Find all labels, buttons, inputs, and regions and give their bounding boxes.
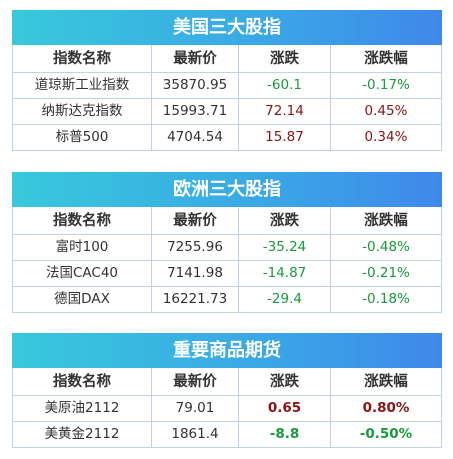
data-row: 美黄金2112 1861.4 -8.8 -0.50% (12, 422, 442, 448)
data-cell: 4704.54 (152, 125, 239, 151)
data-cell: 道琼斯工业指数 (12, 73, 152, 99)
data-cell: 0.80% (331, 396, 442, 422)
header-cell: 涨跌幅 (331, 45, 442, 73)
header-cell: 涨跌幅 (331, 368, 442, 396)
data-cell: -0.48% (331, 235, 442, 261)
data-cell: 德国DAX (12, 287, 152, 313)
data-row: 德国DAX 16221.73 -29.4 -0.18% (12, 287, 442, 313)
data-cell: -14.87 (239, 261, 331, 287)
data-cell: -35.24 (239, 235, 331, 261)
header-cell: 最新价 (152, 368, 239, 396)
header-cell: 指数名称 (12, 207, 152, 235)
header-row: 指数名称 最新价 涨跌 涨跌幅 (12, 45, 442, 73)
data-cell: 7141.98 (152, 261, 239, 287)
header-cell: 涨跌 (239, 368, 331, 396)
data-cell: 0.65 (239, 396, 331, 422)
data-cell: 法国CAC40 (12, 261, 152, 287)
header-cell: 最新价 (152, 45, 239, 73)
data-cell: -0.18% (331, 287, 442, 313)
header-cell: 指数名称 (12, 45, 152, 73)
section-title: 重要商品期货 (12, 333, 442, 368)
header-row: 指数名称 最新价 涨跌 涨跌幅 (12, 207, 442, 235)
header-cell: 涨跌 (239, 45, 331, 73)
data-row: 法国CAC40 7141.98 -14.87 -0.21% (12, 261, 442, 287)
data-cell: 7255.96 (152, 235, 239, 261)
market-section: 重要商品期货 指数名称 最新价 涨跌 涨跌幅 美原油2112 79.01 0.65 0.80% 美… (12, 333, 442, 448)
data-row: 美原油2112 79.01 0.65 0.80% (12, 396, 442, 422)
data-row: 纳斯达克指数 15993.71 72.14 0.45% (12, 99, 442, 125)
header-row: 指数名称 最新价 涨跌 涨跌幅 (12, 368, 442, 396)
data-cell: 0.45% (331, 99, 442, 125)
market-section: 美国三大股指 指数名称 最新价 涨跌 涨跌幅 道琼斯工业指数 35870.95 -60.1 -0… (12, 10, 442, 151)
header-cell: 指数名称 (12, 368, 152, 396)
data-cell: 富时100 (12, 235, 152, 261)
data-cell: 35870.95 (152, 73, 239, 99)
data-cell: 72.14 (239, 99, 331, 125)
data-cell: -8.8 (239, 422, 331, 448)
data-row: 富时100 7255.96 -35.24 -0.48% (12, 235, 442, 261)
market-section: 欧洲三大股指 指数名称 最新价 涨跌 涨跌幅 富时100 7255.96 -35.24 -0.4… (12, 172, 442, 313)
data-cell: -29.4 (239, 287, 331, 313)
data-cell: -60.1 (239, 73, 331, 99)
data-cell: 美黄金2112 (12, 422, 152, 448)
header-cell: 涨跌 (239, 207, 331, 235)
data-cell: 标普500 (12, 125, 152, 151)
header-cell: 涨跌幅 (331, 207, 442, 235)
section-title: 欧洲三大股指 (12, 172, 442, 207)
data-cell: 16221.73 (152, 287, 239, 313)
data-cell: 15993.71 (152, 99, 239, 125)
data-row: 道琼斯工业指数 35870.95 -60.1 -0.17% (12, 73, 442, 99)
data-cell: 1861.4 (152, 422, 239, 448)
data-cell: 15.87 (239, 125, 331, 151)
data-cell: 美原油2112 (12, 396, 152, 422)
data-cell: -0.21% (331, 261, 442, 287)
data-cell: 79.01 (152, 396, 239, 422)
data-cell: -0.17% (331, 73, 442, 99)
data-cell: -0.50% (331, 422, 442, 448)
header-cell: 最新价 (152, 207, 239, 235)
data-cell: 纳斯达克指数 (12, 99, 152, 125)
data-row: 标普500 4704.54 15.87 0.34% (12, 125, 442, 151)
section-title: 美国三大股指 (12, 10, 442, 45)
data-cell: 0.34% (331, 125, 442, 151)
